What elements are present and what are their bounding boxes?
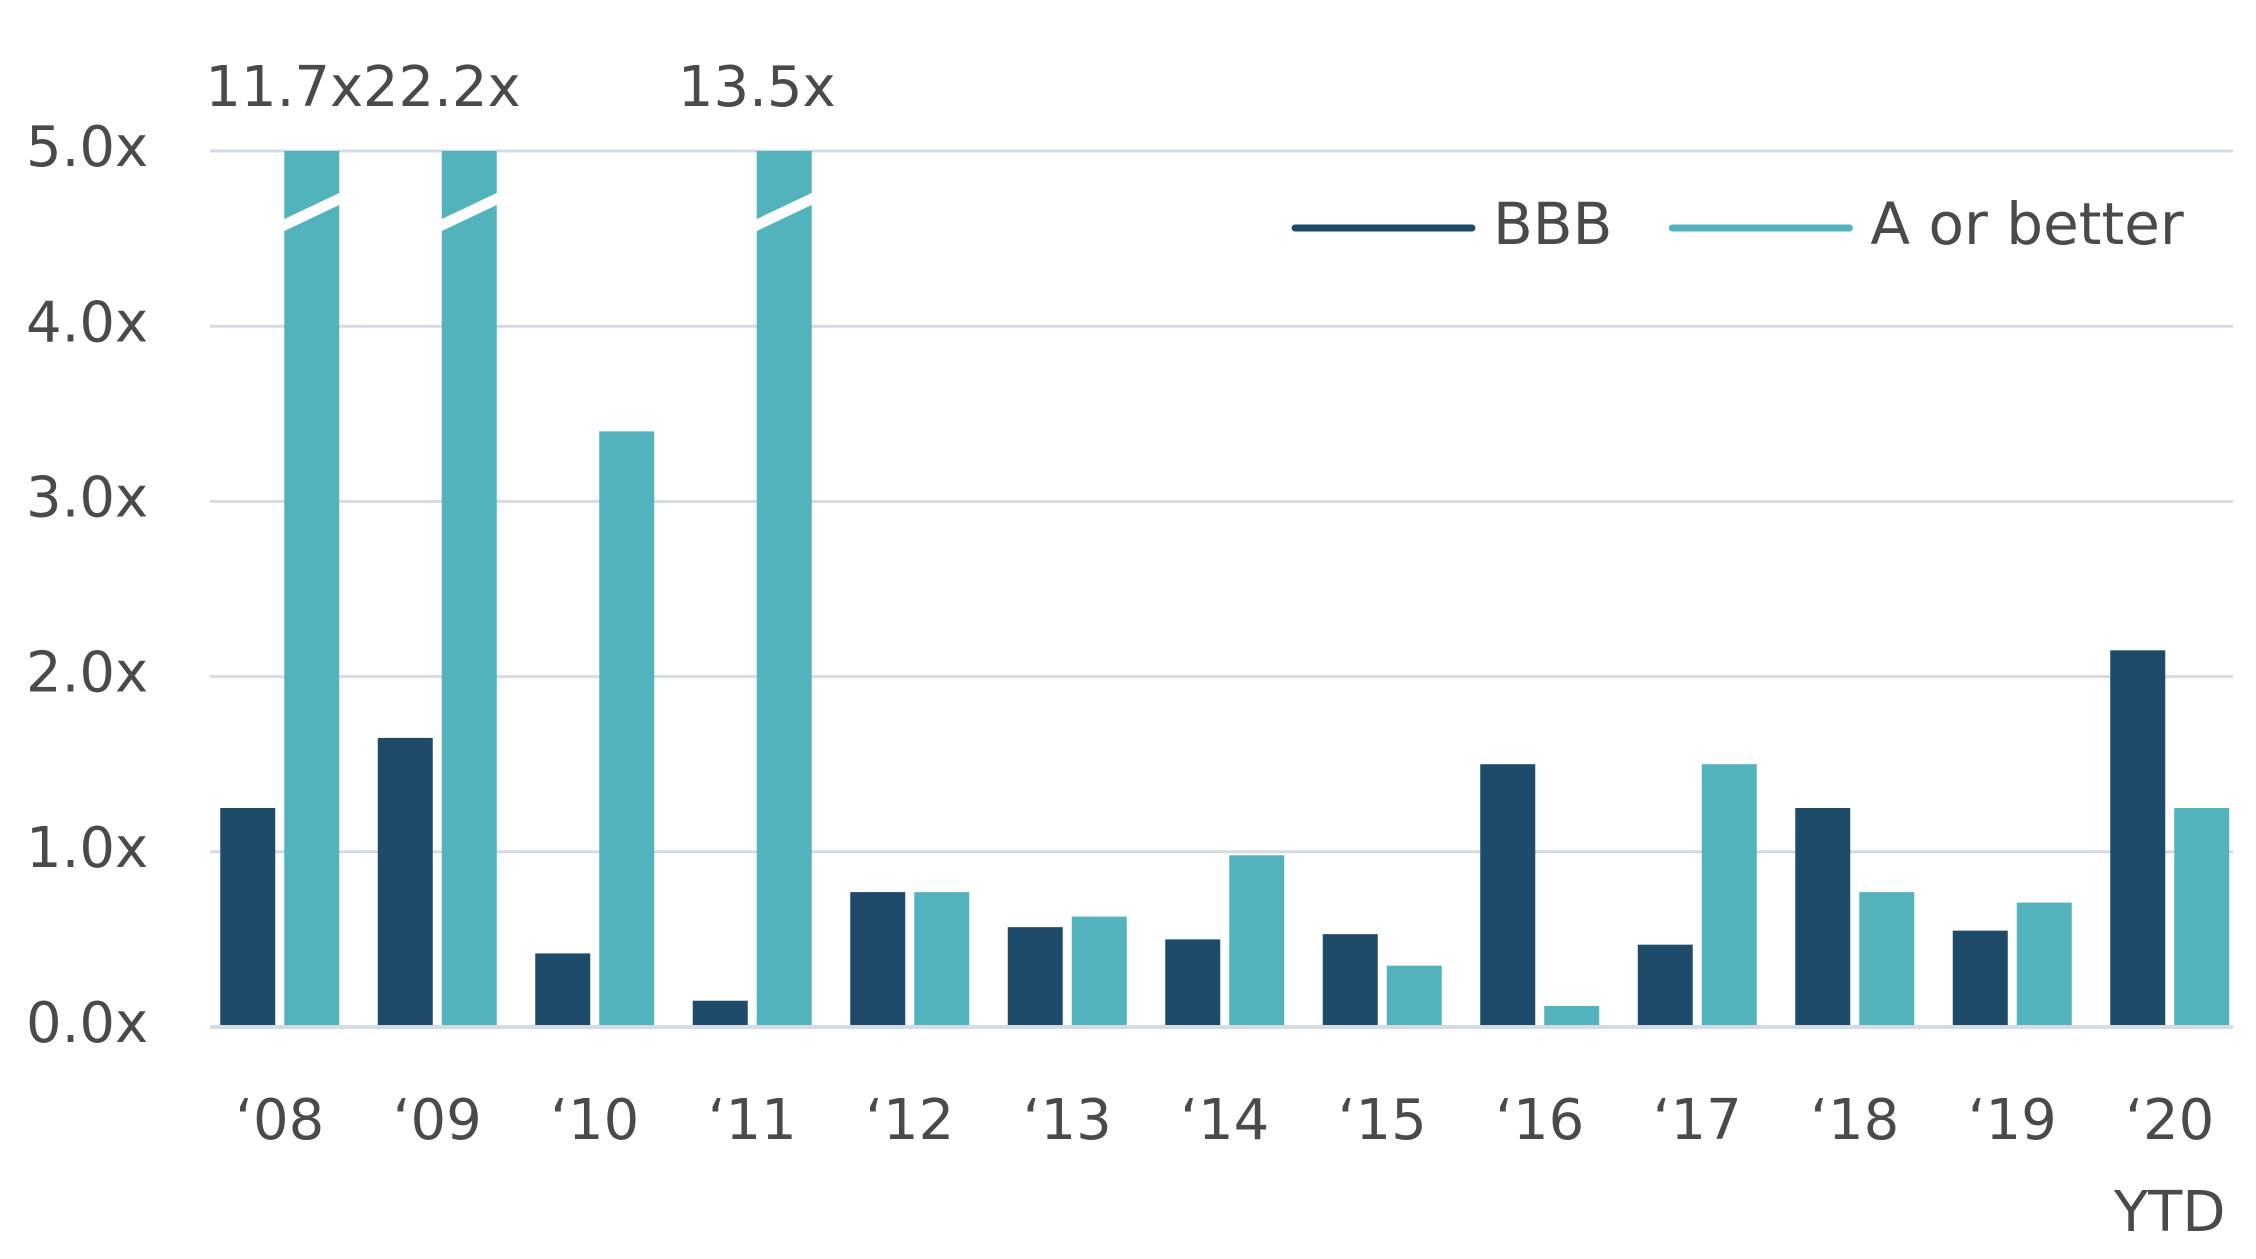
legend-label: A or better [1870,190,2184,258]
bar [1229,855,1285,1027]
x-tick-label: ‘18 [1810,1088,1900,1153]
data-label: 11.7x [205,55,363,120]
bar [850,892,906,1027]
axis-break [439,192,499,232]
bar [1795,808,1851,1027]
bar [914,892,970,1027]
bar [2110,650,2166,1027]
bar [1859,892,1915,1027]
bar [2016,902,2072,1027]
bar [2174,808,2230,1027]
x-tick-label: ‘12 [865,1088,955,1153]
bar [692,1000,748,1027]
x-tick-label: ‘19 [1967,1088,2057,1153]
bar [1071,916,1127,1027]
x-tick-label: ‘16 [1495,1088,1585,1153]
x-tick-label: ‘13 [1022,1088,1112,1153]
data-label: 22.2x [363,55,521,120]
bar [1480,764,1536,1027]
x-tick-label: ‘10 [550,1088,640,1153]
legend-label: BBB [1493,190,1612,258]
bar [535,953,591,1027]
bar [1165,939,1221,1027]
x-tick-label: ‘08 [235,1088,325,1153]
data-label: 13.5x [678,55,836,120]
y-tick-label: 4.0x [26,290,148,355]
bar [284,151,340,1027]
bar [1544,1005,1600,1027]
axis-break [754,192,814,232]
bar [756,151,812,1027]
x-tick-label: ‘15 [1337,1088,1427,1153]
bar [1637,944,1693,1027]
bar [1701,764,1757,1027]
axis-break [282,192,342,232]
bar [599,431,655,1027]
y-tick-label: 5.0x [26,115,148,180]
x-tick-label: ‘14 [1180,1088,1270,1153]
bar [1952,930,2008,1027]
y-tick-label: 0.0x [26,991,148,1056]
bar [441,151,497,1027]
y-tick-label: 1.0x [26,816,148,881]
x-tick-label: ‘17 [1652,1088,1742,1153]
bar [1386,965,1442,1027]
bar [1322,934,1378,1027]
y-tick-label: 3.0x [26,466,148,531]
x-tick-label: ‘11 [707,1088,797,1153]
bar [220,808,276,1027]
x-tick-label: ‘20 YTD [2113,1088,2226,1245]
y-tick-label: 2.0x [26,641,148,706]
bar [377,737,433,1027]
bar [1007,927,1063,1027]
x-tick-label: ‘09 [392,1088,482,1153]
